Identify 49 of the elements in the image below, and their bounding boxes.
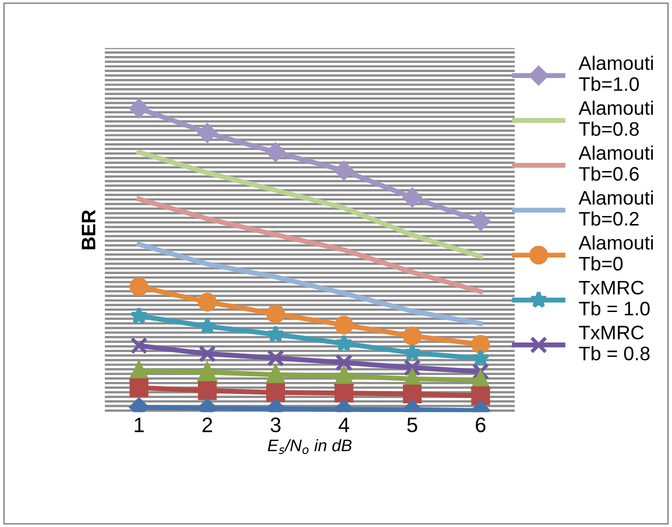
point xyxy=(335,354,353,372)
point xyxy=(471,212,490,231)
point xyxy=(334,384,354,402)
legend-label: Alamouti Tb=0.6 xyxy=(578,146,653,181)
point xyxy=(198,362,217,382)
point xyxy=(334,161,354,180)
x-tick-label: 2 xyxy=(202,418,212,432)
point xyxy=(404,359,421,376)
point xyxy=(198,292,217,312)
legend-label: TxMRC Tb = 0.8 xyxy=(578,326,650,360)
point xyxy=(266,142,286,162)
point xyxy=(130,378,148,398)
y-axis-title: BER xyxy=(82,210,96,250)
point xyxy=(130,306,148,324)
x-tick-label: 1 xyxy=(134,418,144,432)
point xyxy=(266,304,286,324)
x-tick-label: 4 xyxy=(338,418,350,432)
point xyxy=(198,123,217,142)
point xyxy=(334,334,353,352)
point xyxy=(402,188,422,208)
x-tick-label: 6 xyxy=(476,418,486,432)
x-tick-label: 5 xyxy=(407,418,418,432)
point xyxy=(402,326,422,346)
point xyxy=(334,366,354,386)
point xyxy=(266,383,286,402)
point xyxy=(471,386,490,406)
legend-label: TxMRC Tb = 1.0 xyxy=(578,280,650,316)
point xyxy=(198,316,216,334)
point xyxy=(266,349,284,367)
point xyxy=(130,336,148,354)
point xyxy=(402,384,422,404)
point xyxy=(403,344,422,361)
point xyxy=(130,361,148,380)
legend-label: Alamouti Tb=1.0 xyxy=(578,56,653,91)
point xyxy=(266,325,285,342)
x-axis-title: E$_{s}$/N$_{o}$ in dB xyxy=(268,439,352,454)
legend-label: Alamouti Tb=0.2 xyxy=(578,190,653,226)
point xyxy=(198,381,217,400)
point xyxy=(266,365,286,384)
point xyxy=(472,362,490,380)
point xyxy=(130,277,148,296)
point xyxy=(129,98,149,118)
point xyxy=(198,345,216,362)
point xyxy=(472,348,490,366)
legend-label: Alamouti Tb=0.8 xyxy=(578,100,653,136)
point xyxy=(334,316,354,334)
point xyxy=(471,335,490,354)
legend-label: Alamouti Tb=0 xyxy=(578,235,653,271)
x-tick-label: 3 xyxy=(270,418,281,432)
